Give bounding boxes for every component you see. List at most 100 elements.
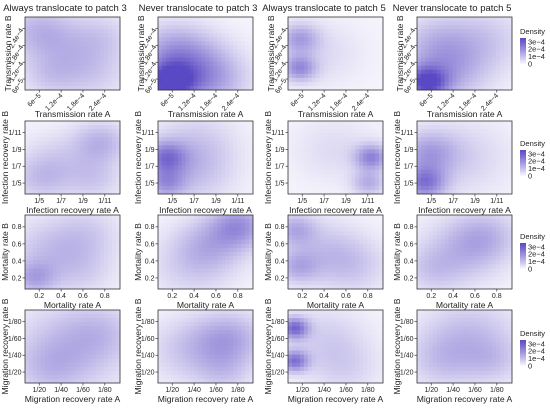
heatmap-cell — [375, 81, 380, 87]
heatmap-cell — [480, 165, 485, 171]
heatmap-cell — [303, 73, 309, 79]
heatmap-cell — [436, 149, 442, 154]
heatmap-cell — [335, 189, 340, 195]
heatmap-cell — [48, 29, 54, 34]
heatmap-cell — [173, 53, 179, 58]
heatmap-cell — [44, 65, 50, 71]
heatmap-cell — [440, 121, 446, 126]
heatmap-cell — [468, 121, 473, 126]
heatmap-cell — [217, 169, 222, 175]
heatmap-cell — [452, 69, 457, 75]
heatmap-cell — [221, 268, 226, 273]
heatmap-cell — [359, 219, 364, 224]
heatmap-cell — [363, 121, 368, 126]
heatmap-cell — [112, 284, 117, 290]
heatmap-cell — [72, 260, 77, 265]
heatmap-cell — [229, 185, 234, 191]
heatmap-cell — [436, 185, 442, 191]
heatmap-cell — [112, 235, 117, 241]
heatmap-cell — [436, 169, 442, 175]
heatmap-cell — [104, 45, 109, 50]
heatmap-cell — [108, 181, 113, 187]
heatmap-cell — [440, 181, 446, 187]
heatmap-cell — [343, 219, 348, 224]
heatmap-cell — [335, 81, 340, 87]
heatmap-cell — [193, 247, 198, 253]
heatmap-cell — [44, 219, 50, 224]
heatmap-cell — [339, 77, 344, 83]
heatmap-cell — [245, 189, 250, 195]
heatmap-cell — [112, 223, 117, 228]
heatmap-cell — [311, 272, 317, 278]
heatmap-cell — [229, 137, 234, 142]
heatmap-cell — [76, 239, 81, 245]
heatmap-cell — [100, 215, 105, 220]
heatmap-cell — [464, 137, 469, 142]
heatmap-cell — [367, 69, 372, 75]
y-tick-label: 0.8 — [145, 224, 155, 231]
heatmap-cell — [327, 219, 332, 224]
heatmap-cell — [327, 231, 332, 236]
heatmap-cell — [233, 129, 238, 134]
heatmap-cell — [36, 243, 42, 249]
heatmap-cell — [32, 252, 38, 257]
heatmap-cell — [319, 243, 325, 249]
heatmap-cell — [181, 284, 187, 290]
heatmap-cell — [173, 189, 179, 195]
heatmap-cell — [76, 185, 81, 191]
heatmap-cell — [84, 149, 89, 154]
heatmap-cell — [492, 77, 497, 83]
heatmap-cell — [303, 177, 309, 183]
heatmap-cell — [343, 223, 348, 228]
heatmap-cell — [371, 268, 376, 273]
heatmap-cell — [355, 153, 360, 158]
heatmap-cell — [472, 137, 477, 142]
heatmap-cell — [303, 276, 309, 282]
heatmap-cell — [225, 260, 230, 265]
heatmap-cell — [64, 69, 69, 75]
heatmap-cell — [339, 268, 344, 273]
heatmap-cell — [189, 153, 195, 158]
heatmap-cell — [315, 141, 321, 146]
heatmap-cell — [363, 73, 368, 79]
heatmap-cell — [288, 41, 293, 46]
heatmap-cell — [25, 239, 30, 245]
heatmap-cell — [456, 137, 461, 142]
heatmap-cell — [205, 264, 210, 269]
heatmap-cell — [32, 41, 38, 46]
heatmap-cell — [363, 137, 368, 142]
heatmap-cell — [237, 260, 242, 265]
heatmap-cell — [40, 161, 46, 167]
heatmap-cell — [165, 169, 171, 175]
heatmap-cell — [193, 21, 198, 26]
heatmap-cell — [331, 65, 336, 71]
heatmap-cell — [173, 264, 179, 269]
heatmap-cell — [456, 141, 461, 146]
heatmap-cell — [307, 276, 313, 282]
heatmap-cell — [72, 69, 77, 75]
heatmap-cell — [351, 57, 356, 63]
heatmap-cell — [351, 252, 356, 257]
heatmap-cell — [343, 227, 348, 232]
heatmap-cell — [96, 121, 101, 126]
heatmap-cell — [217, 227, 222, 232]
heatmap-cell — [233, 25, 238, 30]
heatmap-cell — [319, 149, 325, 154]
heatmap-cell — [64, 264, 69, 269]
heatmap-cell — [158, 181, 163, 187]
heatmap-cell — [205, 223, 210, 228]
heatmap-cell — [68, 161, 73, 167]
heatmap-cell — [245, 133, 250, 138]
heatmap-cell — [60, 145, 65, 150]
heatmap-cell — [25, 137, 30, 142]
heatmap-cell — [237, 145, 242, 150]
heatmap-cell — [173, 69, 179, 75]
heatmap-cell — [44, 137, 50, 142]
heatmap-cell — [189, 85, 195, 91]
heatmap-cell — [88, 45, 93, 50]
heatmap-cell — [327, 77, 332, 83]
heatmap-cell — [28, 21, 34, 26]
heatmap-cell — [339, 141, 344, 146]
heatmap-cell — [169, 231, 175, 236]
